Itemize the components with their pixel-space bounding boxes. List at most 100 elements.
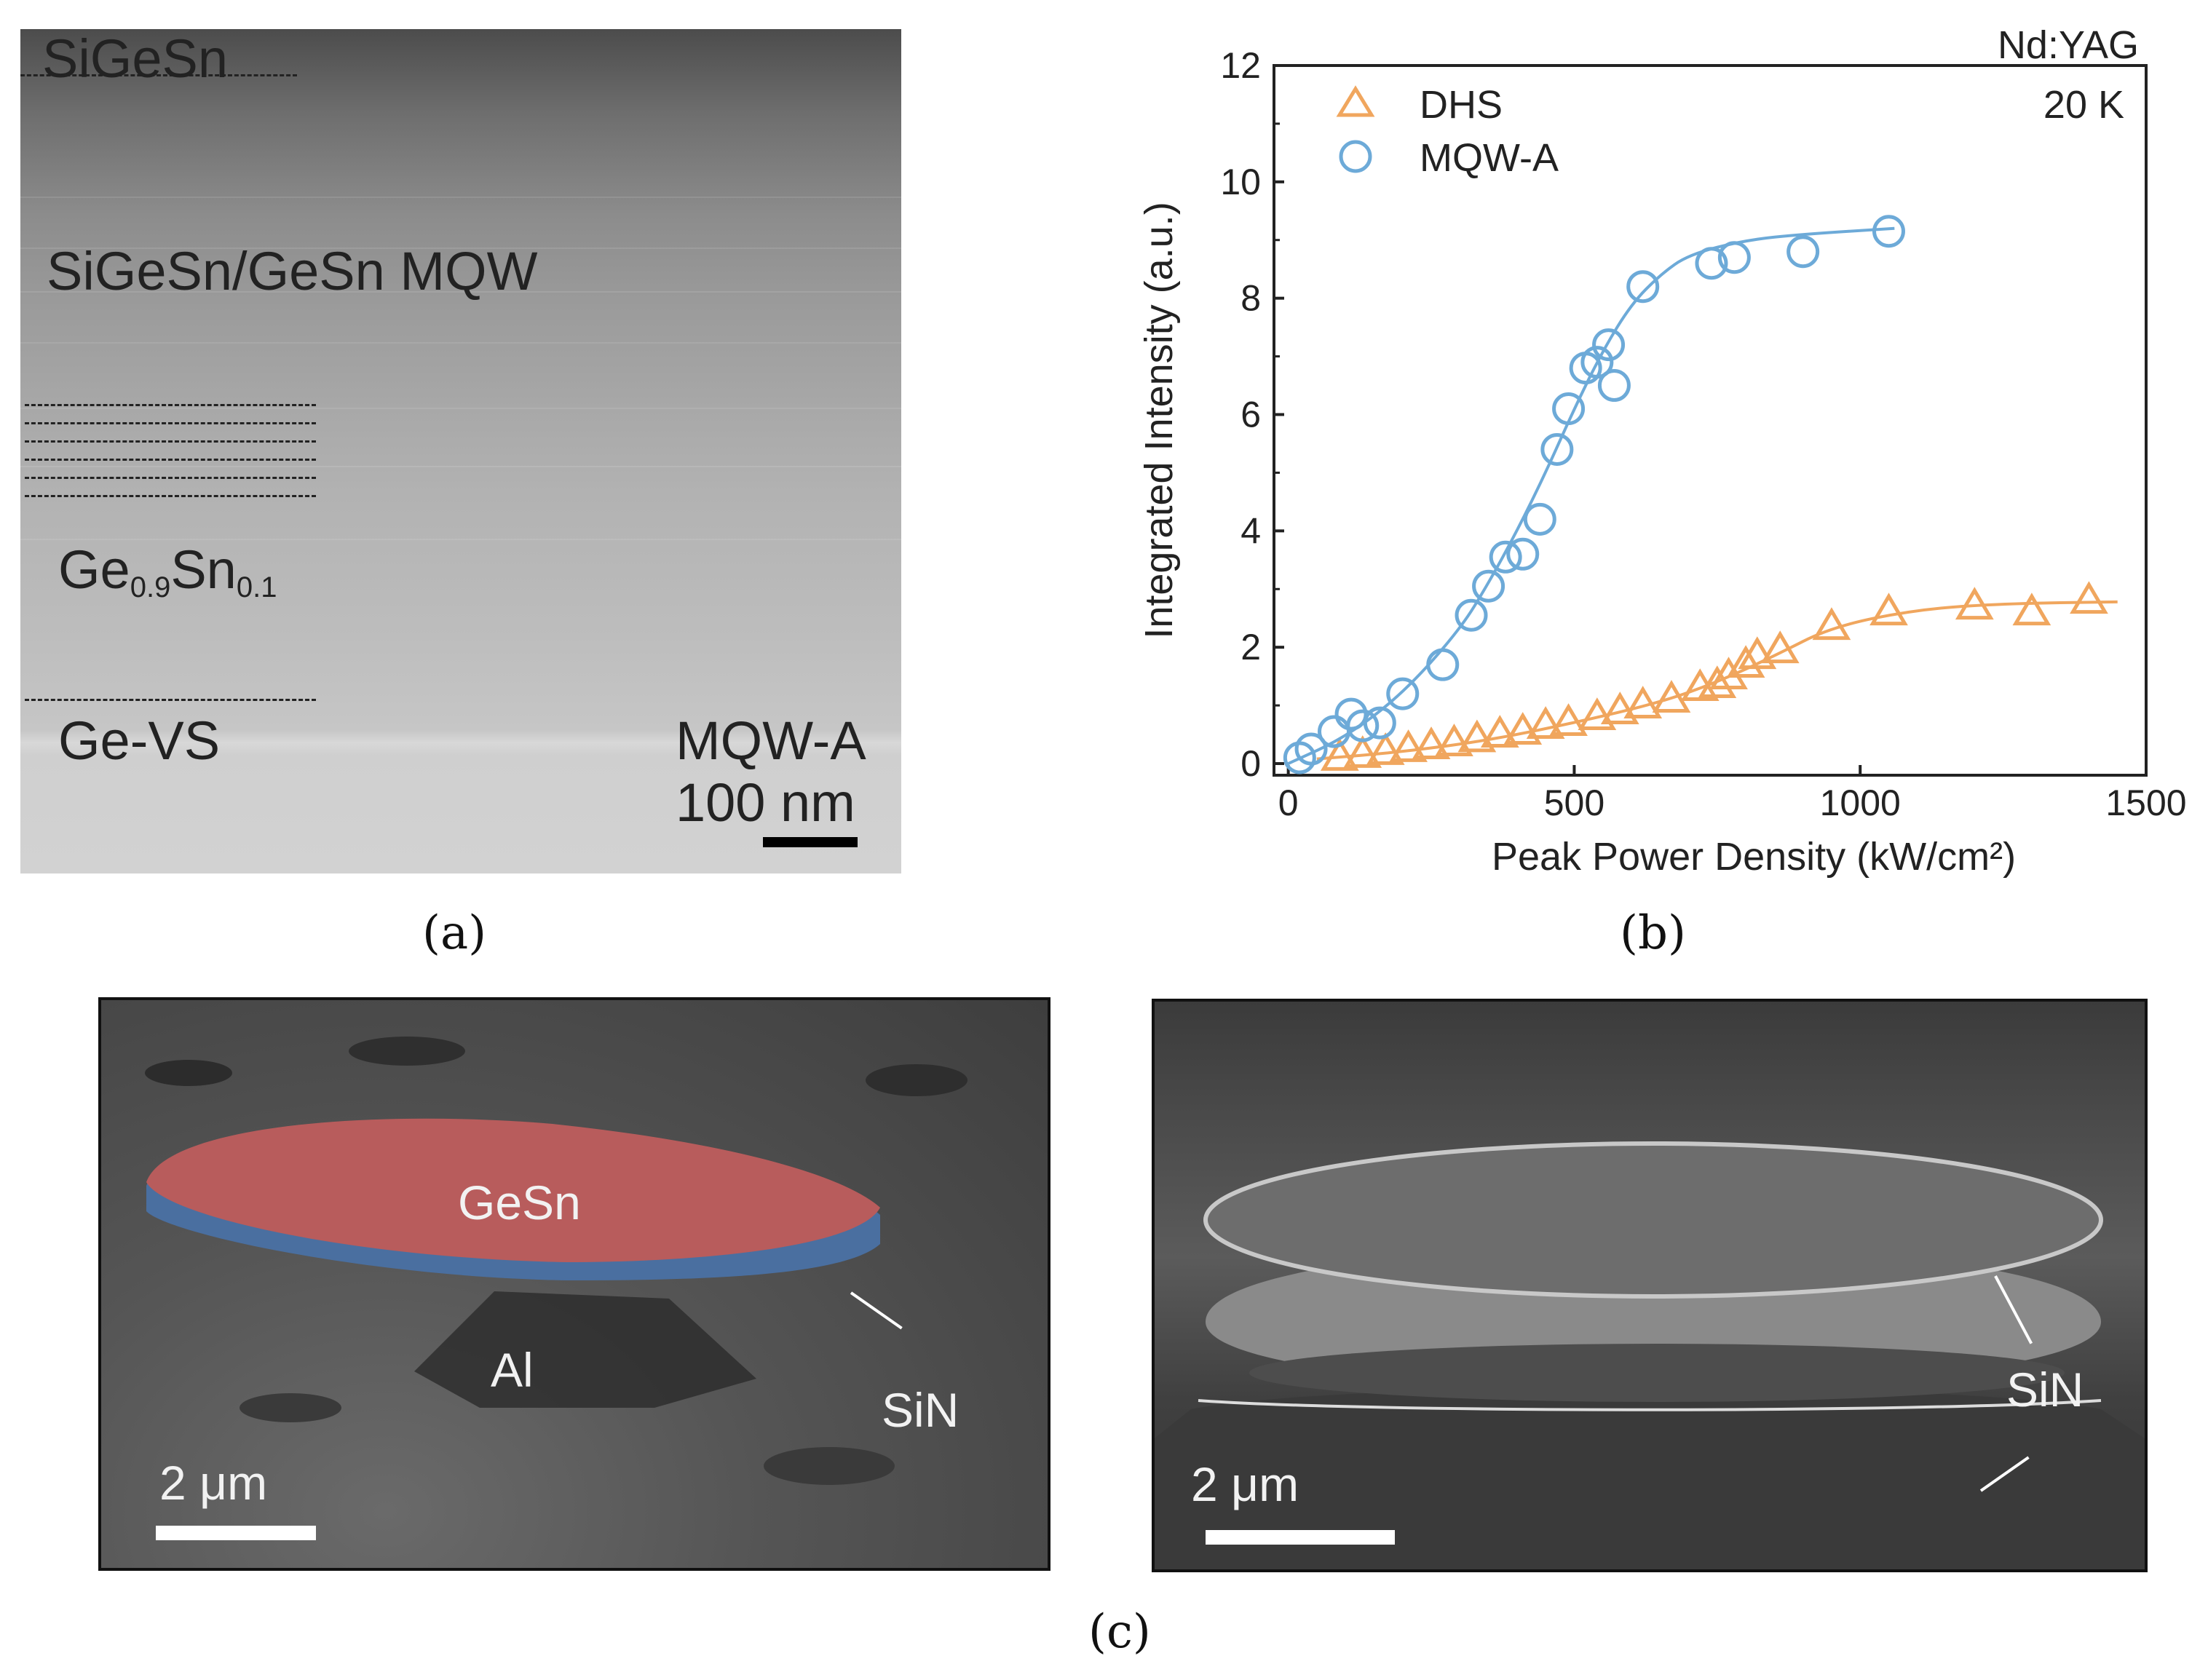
data-point-dhs (1343, 735, 1382, 768)
undercut (1249, 1344, 2065, 1402)
sem-right-drawing (1155, 1141, 2145, 1569)
data-point-dhs (2070, 581, 2108, 614)
legend-label-mqw: MQW-A (1420, 136, 1559, 180)
data-point-mqw (1472, 569, 1505, 603)
data-point-dhs (1600, 692, 1639, 724)
data-point-dhs (1457, 719, 1497, 753)
data-point-dhs (1812, 607, 1851, 641)
substrate (1155, 1387, 2145, 1569)
data-point-mqw (1872, 215, 1905, 248)
scale-label: 100 nm (676, 772, 855, 833)
chart-svg: 0 500 1000 1500 0 2 4 6 8 10 12 Peak Power Density … (1137, 23, 2187, 879)
y-tick-label: 10 (1220, 162, 1261, 202)
caption-a: (a) (422, 906, 487, 960)
x-tick-label: 1000 (1820, 782, 1901, 823)
data-point-mqw (1489, 540, 1522, 574)
label-sin-left: SiN (882, 1383, 959, 1437)
y-tick-label: 0 (1240, 743, 1261, 784)
intensity-chart: 0 500 1000 1500 0 2 4 6 8 10 12 Peak Power Density … (1092, 22, 2208, 932)
data-point-dhs (1623, 686, 1663, 718)
data-point-dhs (1435, 724, 1473, 756)
scale-bar (763, 837, 858, 847)
data-point-dhs (1709, 657, 1748, 690)
scale-label-left: 2 μm (159, 1456, 268, 1510)
data-point-mqw (1717, 241, 1751, 274)
fit-line-dhs (1316, 600, 2118, 761)
plot-frame (1273, 64, 2148, 777)
data-point-dhs (1698, 665, 1737, 699)
sem-image-right: SiN 2 μm (1152, 999, 2148, 1572)
label-gesn: Ge0.9Sn0.1 (58, 539, 277, 604)
interface-line (25, 459, 316, 461)
disk-rim (1203, 1141, 2103, 1299)
interface-line (25, 477, 316, 479)
label-mqw: SiGeSn/GeSn MQW (47, 241, 538, 301)
label-ge-vs: Ge-VS (58, 710, 221, 771)
interface-line (25, 404, 316, 406)
label-sin-right: SiN (2006, 1363, 2084, 1416)
x-tick-label: 1500 (2105, 782, 2186, 823)
y-axis-label: Integrated Intensity (a.u.) (1137, 202, 1181, 638)
data-point-dhs (1526, 706, 1565, 739)
x-axis-label: Peak Power Density (kW/cm²) (1492, 835, 2016, 879)
interface-line (25, 699, 316, 701)
label-gesn-disk: GeSn (458, 1176, 581, 1229)
label-sn-subscript: 0.1 (236, 571, 277, 603)
scale-bar-left (156, 1526, 316, 1540)
label-sigesn: SiGeSn (42, 29, 229, 89)
data-point-dhs (1760, 630, 1800, 664)
interface-line (25, 440, 316, 443)
y-tick-label: 2 (1240, 627, 1261, 667)
y-tick-label: 8 (1240, 278, 1261, 319)
label-sn: Sn (170, 539, 237, 600)
label-ge: Ge (58, 539, 130, 600)
data-point-dhs (2012, 593, 2051, 626)
data-point-dhs (1412, 726, 1451, 759)
label-al: Al (491, 1343, 534, 1397)
al-pedestal (414, 1291, 756, 1408)
disk-top (1206, 1144, 2101, 1296)
data-point-mqw (1386, 677, 1420, 710)
data-point-dhs (1549, 703, 1588, 736)
sem-image-left: GeSn Al SiN 2 μm (98, 997, 1050, 1571)
interface-line (25, 495, 316, 497)
data-point-mqw (1523, 502, 1556, 536)
data-point-dhs (1869, 593, 1908, 626)
plot-area: 0 500 1000 1500 0 2 4 6 8 10 12 Peak Power Density … (1137, 23, 2187, 879)
data-point-dhs (1578, 697, 1617, 730)
tem-image: SiGeSn SiGeSn/GeSn MQW Ge0.9Sn0.1 Ge-VS … (20, 29, 901, 873)
surface-pit (866, 1064, 968, 1096)
y-tick-label: 12 (1220, 45, 1261, 86)
legend-marker-dhs (1336, 85, 1375, 117)
caption-c: (c) (1088, 1605, 1151, 1659)
note-temperature: 20 K (2043, 83, 2124, 127)
data-point-mqw (1540, 432, 1574, 466)
legend-label-dhs: DHS (1420, 83, 1503, 127)
data-point-mqw (1552, 392, 1586, 426)
data-point-dhs (1652, 680, 1691, 713)
data-point-mqw (1455, 598, 1488, 632)
data-point-dhs (1366, 732, 1405, 765)
data-point-dhs (1726, 645, 1765, 678)
data-point-mqw (1506, 537, 1540, 571)
sem-left-drawing (145, 1037, 968, 1485)
label-ge-subscript: 0.9 (130, 571, 171, 603)
data-point-dhs (1320, 738, 1359, 771)
x-tick-label: 500 (1544, 782, 1604, 823)
scale-bar-right (1206, 1530, 1395, 1545)
data-point-mqw (1786, 235, 1820, 269)
data-point-dhs (1955, 587, 1994, 620)
data-point-mqw (1294, 732, 1328, 766)
caption-b: (b) (1620, 906, 1686, 960)
data-point-dhs (1480, 715, 1519, 748)
substrate-edge (1198, 1399, 2102, 1411)
gesn-disk (146, 1118, 880, 1262)
y-tick-label: 6 (1240, 395, 1261, 435)
fit-line-mqw-a (1287, 226, 1895, 765)
data-point-dhs (1503, 712, 1543, 745)
data-point-mqw (1592, 328, 1626, 362)
scale-label-right: 2 μm (1191, 1457, 1299, 1511)
data-point-dhs (1738, 636, 1777, 670)
data-point-mqw (1597, 369, 1631, 403)
surface-pit (145, 1060, 232, 1086)
